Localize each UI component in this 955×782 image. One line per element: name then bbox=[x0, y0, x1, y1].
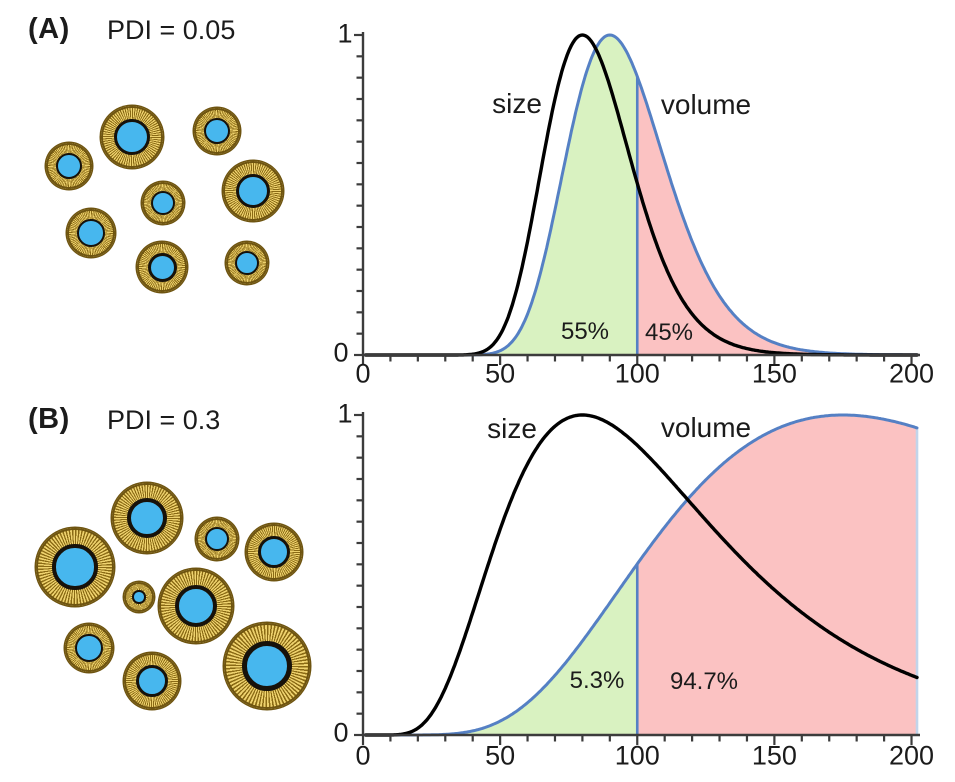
liposome-particle bbox=[196, 518, 238, 560]
liposome-particle bbox=[46, 143, 92, 189]
x-tick-label: 100 bbox=[614, 358, 660, 389]
chart-a-size-curve-label: size bbox=[492, 88, 542, 119]
x-tick-label: 200 bbox=[888, 358, 935, 389]
particle-core bbox=[242, 641, 292, 691]
particle-core bbox=[75, 634, 103, 662]
liposome-particle bbox=[65, 624, 113, 672]
chart-a-y-tick-label-0: 0 bbox=[333, 337, 349, 368]
chart-b-pink-region-label: 94.7% bbox=[669, 668, 739, 695]
particle-core bbox=[257, 535, 291, 569]
liposome-particle bbox=[101, 106, 163, 168]
particle-core bbox=[174, 584, 218, 628]
liposome-particle bbox=[124, 582, 154, 612]
chart-b-y-tick-label-1: 1 bbox=[337, 398, 353, 429]
x-tick-label: 150 bbox=[751, 740, 797, 771]
volume-curve bbox=[364, 413, 919, 737]
liposome-particle bbox=[226, 242, 268, 284]
liposome-particle bbox=[246, 524, 302, 580]
x-tick-label: 50 bbox=[485, 358, 516, 389]
particle-core bbox=[147, 252, 177, 282]
panel-a-label: (A) bbox=[28, 13, 70, 45]
x-tick-label: 50 bbox=[485, 740, 516, 771]
panel-a-pdi-label: PDI = 0.05 bbox=[107, 15, 236, 45]
chart-b-size-curve-label: size bbox=[487, 413, 537, 444]
liposome-particle bbox=[224, 623, 310, 709]
liposome-particle bbox=[159, 569, 233, 643]
pink-region-fill bbox=[637, 76, 917, 355]
x-tick-label: 0 bbox=[355, 740, 371, 771]
chart-a-volume-curve-label: volume bbox=[660, 89, 752, 120]
x-tick-label: 0 bbox=[355, 358, 371, 389]
particle-core bbox=[204, 526, 230, 552]
x-tick-label: 100 bbox=[614, 740, 660, 771]
chart-b-volume-curve-label: volume bbox=[660, 412, 752, 443]
liposome-particle bbox=[142, 182, 184, 224]
particle-core bbox=[132, 590, 146, 604]
liposome-particle bbox=[124, 653, 180, 709]
size-curve bbox=[364, 413, 919, 737]
particle-core bbox=[150, 190, 176, 216]
chart-a-green-region-label: 55% bbox=[560, 318, 610, 345]
pink-region-fill bbox=[637, 415, 917, 735]
green-region-fill bbox=[363, 35, 638, 355]
chart-a-y-tick-label-1: 1 bbox=[337, 18, 353, 49]
chart-b-y-tick-label-0: 0 bbox=[333, 717, 349, 748]
particle-core bbox=[52, 544, 98, 590]
liposome-particle bbox=[223, 161, 283, 221]
liposome-particle bbox=[194, 108, 240, 154]
panel-b-label: (B) bbox=[28, 403, 70, 435]
particle-core bbox=[77, 219, 105, 247]
panel-b-pdi-label: PDI = 0.3 bbox=[107, 405, 221, 435]
liposome-particle bbox=[67, 209, 115, 257]
liposome-particle bbox=[36, 528, 114, 606]
particle-core bbox=[55, 152, 83, 180]
chart-a-pink-region-label: 45% bbox=[644, 319, 694, 346]
particle-core bbox=[203, 117, 231, 145]
green-region-fill bbox=[363, 563, 638, 735]
particle-core bbox=[234, 250, 260, 276]
particle-core bbox=[126, 497, 168, 539]
liposome-particle bbox=[137, 242, 187, 292]
particle-core bbox=[135, 664, 169, 698]
particle-core bbox=[235, 173, 271, 209]
liposome-particle bbox=[112, 483, 182, 553]
chart-b-green-region-label: 5.3% bbox=[569, 667, 625, 694]
x-tick-label: 150 bbox=[751, 358, 797, 389]
x-tick-label: 200 bbox=[888, 740, 935, 771]
particle-core bbox=[114, 119, 150, 155]
